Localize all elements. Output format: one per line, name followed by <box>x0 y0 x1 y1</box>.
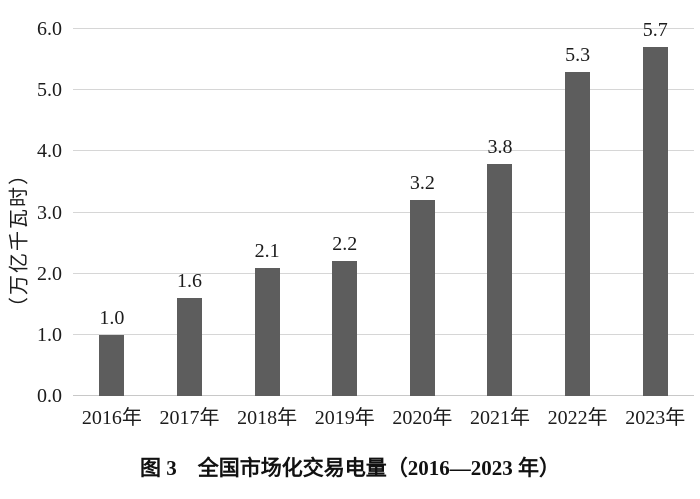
x-tick-label: 2020年 <box>392 407 453 429</box>
bar-value-label: 3.8 <box>487 135 513 158</box>
plot-area: 1.0 1.6 2.1 2.2 3.2 3.8 5.3 5.7 <box>73 19 694 396</box>
x-tick-label: 2021年 <box>469 407 530 429</box>
figure-caption: 图 3 全国市场化交易电量（2016—2023 年） <box>140 456 560 480</box>
y-tick-label: 6.0 <box>37 18 62 40</box>
y-tick-label: 2.0 <box>37 262 62 285</box>
bar-value-label: 2.2 <box>332 233 358 256</box>
gridline <box>73 333 694 335</box>
bar-value-label: 5.7 <box>642 19 668 42</box>
gridline <box>73 89 694 91</box>
bar-2020年 <box>409 200 435 396</box>
x-axis-tick-labels: 2016年 2017年 2018年 2019年 2020年 2021年 2022年 2023年 <box>73 404 694 432</box>
y-tick-label: 0.0 <box>37 385 62 407</box>
x-tick-label: 2018年 <box>237 407 298 429</box>
x-tick-label: 2022年 <box>547 407 608 429</box>
y-tick-label: 5.0 <box>37 79 62 102</box>
x-tick-label: 2016年 <box>81 407 142 429</box>
bar-value-label: 2.1 <box>254 239 280 262</box>
gridline <box>73 211 694 213</box>
bar-value-label: 3.2 <box>409 172 435 195</box>
bar-2021年 <box>487 163 513 396</box>
bar-2019年 <box>332 261 358 396</box>
y-tick-label: 1.0 <box>37 323 62 346</box>
gridline <box>73 28 694 29</box>
bar-value-label: 1.6 <box>176 270 202 293</box>
bar-2023年 <box>642 47 668 396</box>
gridline <box>73 150 694 152</box>
bar-2017年 <box>176 298 202 396</box>
y-tick-label: 3.0 <box>37 201 62 224</box>
bar-2016年 <box>99 334 125 396</box>
x-tick-label: 2017年 <box>159 407 220 429</box>
gridline <box>73 272 694 274</box>
bar-value-label: 5.3 <box>565 43 591 66</box>
bar-2018年 <box>254 267 280 396</box>
y-tick-label: 4.0 <box>37 140 62 163</box>
x-tick-label: 2019年 <box>314 407 375 429</box>
x-axis-line <box>73 395 694 396</box>
y-axis-tick-labels: 0.0 1.0 2.0 3.0 4.0 5.0 6.0 <box>0 18 62 407</box>
bar-2022年 <box>565 71 591 396</box>
x-tick-label: 2023年 <box>625 407 686 429</box>
bar-value-label: 1.0 <box>99 306 125 329</box>
